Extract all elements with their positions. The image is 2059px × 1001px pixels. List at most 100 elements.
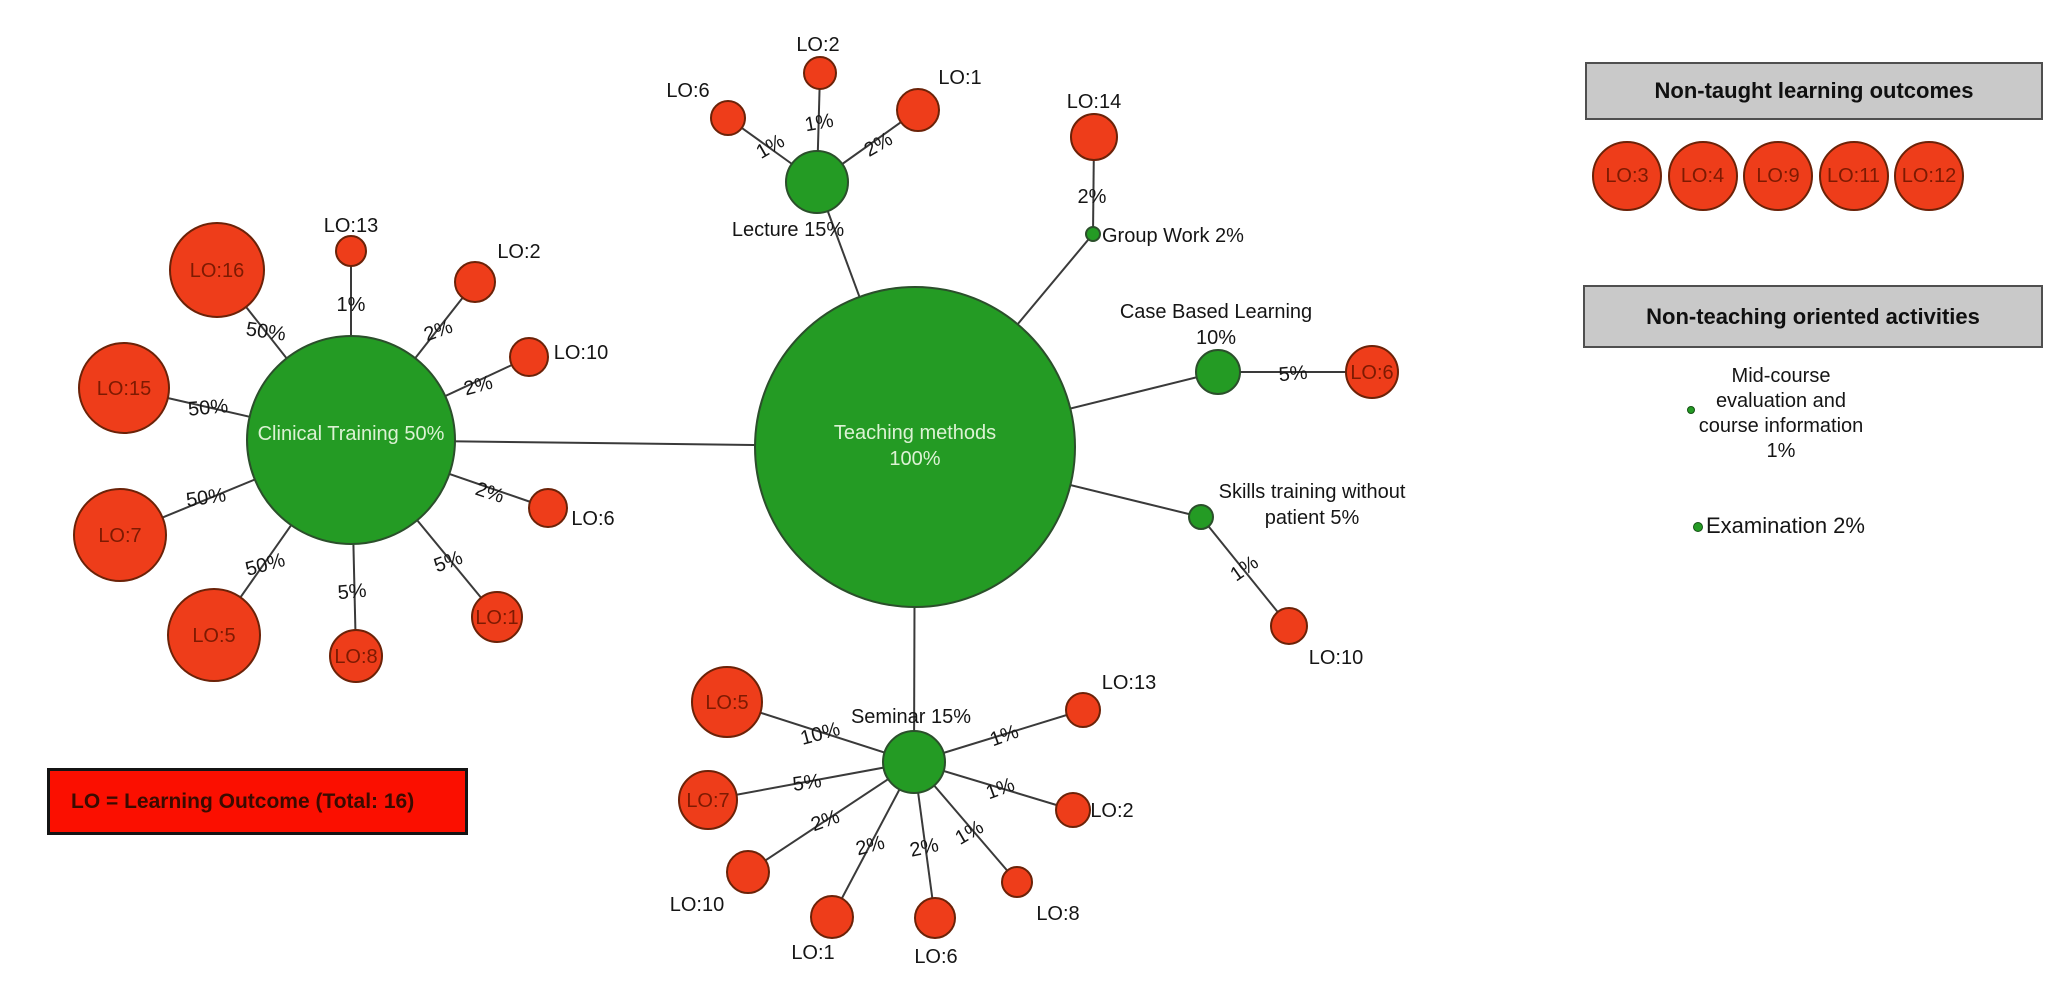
node-label-teaching-0: Teaching methods <box>834 422 996 444</box>
node-sem-lo6 <box>914 897 956 939</box>
node-label-lo14: LO:14 <box>1067 91 1121 113</box>
edge-label-seminar-sem-lo10: 2% <box>808 806 843 837</box>
non-taught-outcome-lo12: LO:12 <box>1894 141 1964 211</box>
edge-label-lecture-lec-lo1: 2% <box>860 128 896 162</box>
node-label-teaching-1: 100% <box>889 448 940 470</box>
non-taught-outcome-lo9: LO:9 <box>1743 141 1813 211</box>
node-label-sem-lo5: LO:5 <box>705 692 748 714</box>
node-label-lec-lo1: LO:1 <box>938 67 981 89</box>
node-cl-lo1 <box>471 591 523 643</box>
mid-course-evaluation-line-0: Mid-course <box>1731 365 1831 387</box>
examination-label: Examination 2% <box>1706 513 1865 538</box>
node-cl-lo13 <box>335 235 367 267</box>
non-taught-panel-header: Non-taught learning outcomes <box>1585 62 2043 120</box>
node-skills <box>1188 504 1214 530</box>
node-cl-lo2 <box>454 261 496 303</box>
edge-skills-sk-lo10 <box>1200 516 1290 627</box>
edge-label-clinical-cl-lo6: 2% <box>473 478 507 508</box>
node-label-lec-lo2: LO:2 <box>796 34 839 56</box>
node-lec-lo2 <box>803 56 837 90</box>
edge-label-clinical-cl-lo8: 5% <box>337 580 368 604</box>
node-sem-lo5 <box>691 666 763 738</box>
node-label-sk-lo10: LO:10 <box>1309 647 1363 669</box>
node-seminar <box>882 730 946 794</box>
node-sem-lo13 <box>1065 692 1101 728</box>
mid-course-evaluation-label: Mid-course evaluation and course informati… <box>1631 364 1931 464</box>
edge-label-seminar-sem-lo13: 1% <box>987 721 1022 752</box>
node-label-skills-1: patient 5% <box>1265 507 1360 529</box>
node-label-cbl-1: 10% <box>1196 327 1236 349</box>
edge-label-clinical-cl-lo13: 1% <box>337 294 366 316</box>
node-label-cl-lo16: LO:16 <box>190 260 244 282</box>
node-label-cl-lo10: LO:10 <box>554 342 608 364</box>
node-label-cl-lo8: LO:8 <box>334 646 377 668</box>
examination-dot-icon <box>1693 522 1703 532</box>
node-label-cl-lo15: LO:15 <box>97 378 151 400</box>
edge-label-seminar-sem-lo8: 1% <box>951 816 987 850</box>
non-taught-outcome-lo4: LO:4 <box>1667 141 1738 211</box>
node-label-cl-lo1: LO:1 <box>475 607 518 629</box>
mid-course-evaluation-line-1: evaluation and <box>1715 390 1847 412</box>
node-lo14 <box>1070 113 1118 161</box>
node-cl-lo15 <box>78 342 170 434</box>
non-taught-panel-title: Non-taught learning outcomes <box>1654 78 1974 103</box>
node-label-cbl-0: Case Based Learning <box>1120 301 1312 323</box>
edge-label-clinical-cl-lo2: 2% <box>421 316 456 347</box>
node-label-cl-lo7: LO:7 <box>98 525 141 547</box>
node-sem-lo1 <box>810 895 854 939</box>
node-cl-lo16 <box>169 222 265 318</box>
node-label-sem-lo13: LO:13 <box>1102 672 1156 694</box>
node-cl-lo5 <box>167 588 261 682</box>
legend-text: LO = Learning Outcome (Total: 16) <box>71 789 415 813</box>
edge-label-seminar-sem-lo7: 5% <box>791 770 823 796</box>
non-teaching-panel-header: Non-teaching oriented activities <box>1583 285 2043 348</box>
node-label-lecture: Lecture 15% <box>732 219 845 241</box>
edge-label-seminar-sem-lo5: 10% <box>798 718 843 750</box>
edge-label-clinical-cl-lo15: 50% <box>187 395 229 420</box>
node-label-cl-lo6: LO:6 <box>571 508 614 530</box>
edge-seminar-sem-lo7 <box>707 761 915 801</box>
node-label-sem-lo2: LO:2 <box>1090 800 1133 822</box>
node-lecture <box>785 150 849 214</box>
node-cl-lo10 <box>509 337 549 377</box>
edge-label-clinical-cl-lo10: 2% <box>461 372 495 401</box>
node-label-clinical: Clinical Training 50% <box>258 423 445 445</box>
node-sem-lo7 <box>678 770 738 830</box>
node-lec-lo1 <box>896 88 940 132</box>
edge-label-clinical-cl-lo16: 50% <box>245 318 288 345</box>
node-label-sem-lo6: LO:6 <box>914 946 957 968</box>
edge-label-groupwork-lo14: 2% <box>1078 186 1107 208</box>
node-label-groupwork: Group Work 2% <box>1102 225 1244 247</box>
node-groupwork <box>1085 226 1101 242</box>
node-sk-lo10 <box>1270 607 1308 645</box>
node-label-sem-lo1: LO:1 <box>791 942 834 964</box>
node-label-cbl-lo6: LO:6 <box>1350 362 1393 384</box>
node-cl-lo8 <box>329 629 383 683</box>
node-label-cl-lo13: LO:13 <box>324 215 378 237</box>
edge-label-seminar-sem-lo2: 1% <box>983 774 1018 805</box>
node-sem-lo8 <box>1001 866 1033 898</box>
node-sem-lo10 <box>726 850 770 894</box>
node-clinical <box>246 335 456 545</box>
node-sem-lo2 <box>1055 792 1091 828</box>
node-teaching <box>754 286 1076 608</box>
node-cbl <box>1195 349 1241 395</box>
node-label-cl-lo2: LO:2 <box>497 241 540 263</box>
node-label-seminar: Seminar 15% <box>851 706 971 728</box>
node-lec-lo6 <box>710 100 746 136</box>
non-taught-outcome-lo11: LO:11 <box>1818 141 1889 211</box>
node-label-lec-lo6: LO:6 <box>666 80 709 102</box>
mid-course-evaluation-line-2: course information <box>1698 415 1864 437</box>
edge-label-lecture-lec-lo2: 1% <box>803 110 836 137</box>
node-cbl-lo6 <box>1345 345 1399 399</box>
node-label-sem-lo7: LO:7 <box>686 790 729 812</box>
node-label-sem-lo10: LO:10 <box>670 894 724 916</box>
edge-label-clinical-cl-lo7: 50% <box>185 484 228 511</box>
edge-label-cbl-cbl-lo6: 5% <box>1278 362 1309 386</box>
node-label-cl-lo5: LO:5 <box>192 625 235 647</box>
edge-seminar-sem-lo10 <box>747 761 915 873</box>
node-cl-lo7 <box>73 488 167 582</box>
node-label-sem-lo8: LO:8 <box>1036 903 1079 925</box>
